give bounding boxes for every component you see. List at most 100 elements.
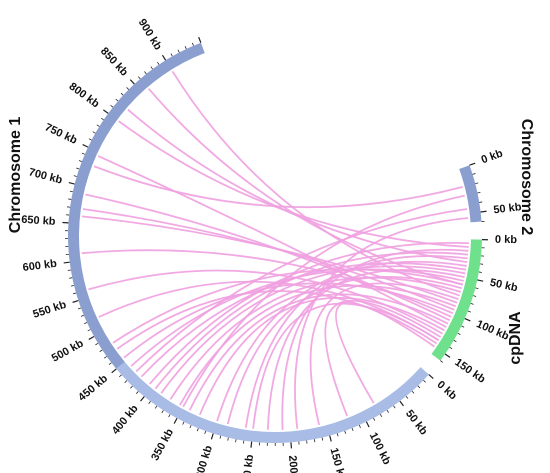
tick-mark (210, 433, 214, 440)
tick-label: 50 kb (493, 201, 523, 216)
tick-mark (69, 190, 73, 193)
tick-mark (82, 144, 89, 148)
tick-label: 200 kb (286, 455, 301, 473)
synteny-link (281, 248, 469, 430)
tick-label: 350 kb (149, 427, 176, 463)
tick-mark (457, 332, 461, 335)
tick-mark (449, 346, 453, 350)
tick-mark (184, 46, 187, 50)
tick-mark (344, 430, 347, 434)
tick-mark (70, 284, 75, 287)
tick-mark (219, 435, 222, 439)
tick-mark (161, 410, 164, 414)
tick-mark (173, 418, 178, 424)
synteny-link (135, 208, 468, 373)
tick-label: 450 kb (76, 372, 110, 403)
tick-mark (321, 437, 324, 441)
tick-mark (120, 92, 124, 96)
tick-mark (196, 428, 199, 432)
tick-mark (87, 329, 91, 332)
tick-mark (73, 292, 77, 295)
tick-label: 750 kb (43, 121, 79, 147)
tick-label: 850 kb (98, 45, 130, 78)
tick-mark (161, 54, 167, 61)
tick-mark (92, 131, 96, 134)
synteny-link (97, 155, 447, 328)
cpdna-arc (431, 239, 482, 361)
tick-mark (88, 335, 95, 340)
tick-mark (84, 322, 88, 325)
tick-mark (477, 191, 481, 194)
tick-mark (111, 368, 117, 374)
links-layer (81, 70, 469, 430)
tick-mark (386, 409, 389, 413)
synteny-link (179, 284, 457, 406)
tick-mark (99, 349, 103, 352)
tick-mark (68, 198, 72, 200)
tick-mark (168, 414, 171, 418)
tick-label: 100 kb (367, 431, 393, 467)
tick-mark (365, 421, 370, 428)
tick-label: 650 kb (21, 214, 56, 228)
ring-layer (67, 42, 482, 443)
tick-mark (477, 279, 484, 282)
tick-mark (100, 117, 104, 121)
tick-mark (126, 87, 129, 90)
tick-mark (440, 360, 443, 363)
tick-mark (140, 396, 145, 402)
tick-mark (472, 173, 476, 175)
tick-mark (110, 104, 114, 108)
tick-mark (478, 271, 482, 273)
tick-label: 800 kb (67, 81, 102, 111)
tick-mark (475, 182, 479, 184)
synteny-link (324, 299, 442, 417)
tick-mark (250, 441, 253, 448)
tick-mark (444, 353, 451, 358)
cpdna-label: cpDNA (507, 311, 524, 365)
chromosome-2-arc (459, 165, 482, 223)
labels-layer: Chromosome 1 Chromosome 2 cpDNA (7, 117, 535, 365)
tick-mark (95, 342, 99, 346)
tick-label: 700 kb (27, 166, 63, 186)
tick-mark (464, 317, 471, 322)
tick-mark (124, 380, 128, 383)
tick-mark (182, 421, 185, 425)
tick-mark (68, 181, 75, 185)
tick-mark (63, 261, 70, 264)
tick-label: 250 kb (240, 454, 256, 473)
synteny-link (266, 269, 465, 430)
tick-mark (150, 66, 153, 70)
tick-mark (69, 277, 73, 279)
tick-mark (351, 427, 354, 432)
synteny-link (216, 260, 467, 422)
tick-mark (81, 152, 85, 155)
tick-mark (461, 325, 465, 328)
tick-mark (72, 299, 79, 303)
tick-mark (336, 433, 339, 437)
tick-mark (77, 307, 82, 310)
tick-mark (135, 391, 139, 394)
tick-mark (235, 439, 237, 443)
tick-mark (103, 109, 109, 114)
synteny-link (88, 269, 444, 335)
tick-label: 0 kb (495, 234, 517, 246)
tick-mark (423, 379, 426, 383)
tick-mark (329, 435, 332, 442)
tick-label: 0 kb (435, 379, 460, 403)
tick-mark (227, 437, 229, 441)
tick-mark (470, 303, 474, 305)
synteny-link (160, 265, 466, 394)
synteny-link (112, 268, 464, 344)
tick-mark (144, 71, 147, 75)
tick-mark (475, 287, 479, 289)
synteny-link (188, 293, 449, 411)
tick-mark (88, 138, 92, 141)
tick-label: 400 kb (110, 403, 141, 437)
tick-mark (379, 414, 383, 418)
tick-label: 50 kb (489, 277, 519, 295)
chromosome-2-label: Chromosome 2 (518, 119, 535, 236)
tick-label: 500 kb (50, 337, 86, 364)
synteny-link (335, 301, 435, 404)
tick-label: 300 kb (193, 444, 215, 473)
synteny-link (182, 194, 465, 408)
